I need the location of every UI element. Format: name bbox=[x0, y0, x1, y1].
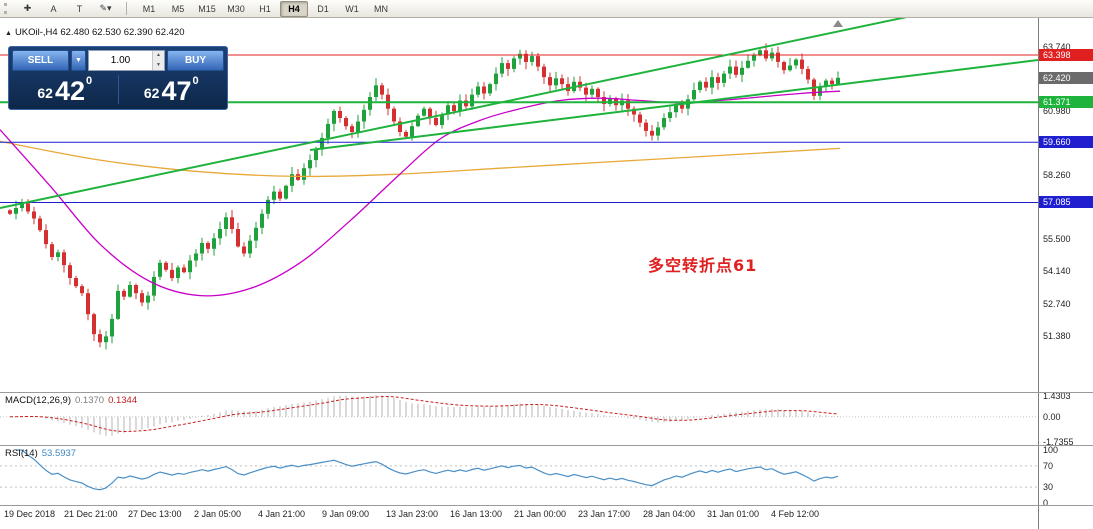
sell-button[interactable]: SELL bbox=[12, 50, 69, 71]
price-divider bbox=[117, 75, 119, 104]
time-axis-label: 28 Jan 04:00 bbox=[643, 509, 696, 519]
lot-size-input[interactable] bbox=[89, 51, 152, 70]
time-axis-label: 4 Jan 21:00 bbox=[258, 509, 306, 519]
tool-text-annotation-button[interactable]: A bbox=[50, 3, 57, 14]
buy-price-sup: 0 bbox=[192, 75, 199, 87]
timeframe-m15-button[interactable]: M15 bbox=[198, 3, 216, 14]
buy-price-big: 62 bbox=[143, 85, 160, 101]
timeframe-w1-button[interactable]: W1 bbox=[345, 3, 359, 14]
rsi-scale-label: 70 bbox=[1043, 461, 1054, 471]
time-axis-label: 19 Dec 2018 bbox=[4, 509, 56, 519]
price-tick-label: 51.380 bbox=[1043, 331, 1071, 341]
chart-annotation: 多空转折点61 bbox=[648, 256, 758, 275]
time-axis-separator bbox=[0, 505, 1093, 506]
price-badge: 57.085 bbox=[1039, 196, 1093, 208]
macd-name: MACD(12,26,9) bbox=[5, 395, 71, 406]
time-axis-label: 16 Jan 13:00 bbox=[450, 509, 503, 519]
timeframes-group: M1 M5 M15 M30 H1 H4 D1 W1 MN bbox=[135, 0, 395, 17]
sell-price-big: 62 bbox=[37, 85, 53, 101]
time-axis-label: 13 Jan 23:00 bbox=[386, 509, 439, 519]
lot-size-field: ▲ ▼ bbox=[88, 50, 165, 71]
macd-scale-label: 0.00 bbox=[1043, 412, 1061, 422]
rsi-label: RSI(14) 53.5937 bbox=[5, 448, 76, 459]
buy-button[interactable]: BUY bbox=[167, 50, 224, 71]
price-badge: 62.420 bbox=[1039, 72, 1093, 84]
rsi-name: RSI(14) bbox=[5, 448, 38, 459]
time-axis-label: 21 Jan 00:00 bbox=[514, 509, 567, 519]
lot-spinner: ▲ ▼ bbox=[152, 51, 164, 70]
one-click-trade-panel: SELL ▼ ▲ ▼ BUY 62 42 0 62 47 0 bbox=[8, 46, 228, 110]
rsi-value: 53.5937 bbox=[41, 448, 77, 459]
timeframe-d1-button[interactable]: D1 bbox=[317, 3, 329, 14]
timeframe-m5-button[interactable]: M5 bbox=[171, 3, 185, 14]
time-axis-label: 23 Jan 17:00 bbox=[578, 509, 631, 519]
price-badge: 61.371 bbox=[1039, 96, 1093, 108]
time-axis-label: 9 Jan 09:00 bbox=[322, 509, 370, 519]
timeframe-h4-button[interactable]: H4 bbox=[280, 0, 308, 17]
sell-price-display[interactable]: 62 42 0 bbox=[12, 73, 118, 106]
time-axis-label: 2 Jan 05:00 bbox=[194, 509, 242, 519]
lot-decrease-button[interactable]: ▼ bbox=[153, 60, 164, 70]
panel-separator-rsi[interactable] bbox=[0, 445, 1093, 446]
rsi-scale-label: 0 bbox=[1043, 498, 1049, 508]
price-tick-label: 60.980 bbox=[1043, 106, 1071, 116]
tool-text-label-button[interactable]: T bbox=[76, 3, 83, 14]
macd-scale-label: -1.7355 bbox=[1043, 437, 1074, 447]
price-tick-label: 55.500 bbox=[1043, 234, 1071, 244]
time-axis-label: 27 Dec 13:00 bbox=[128, 509, 182, 519]
trade-settings-dropdown[interactable]: ▼ bbox=[71, 50, 86, 71]
time-axis-label: 4 Feb 12:00 bbox=[771, 509, 820, 519]
time-axis[interactable]: 19 Dec 2018 21 Dec 21:00 27 Dec 13:00 2 Jan… bbox=[0, 507, 1038, 521]
timeframe-m30-button[interactable]: M30 bbox=[227, 3, 245, 14]
macd-label: MACD(12,26,9) 0.1370 0.1344 bbox=[5, 395, 137, 406]
chevron-down-icon: ▼ bbox=[75, 57, 82, 64]
tool-crosshair-button[interactable]: ✚ bbox=[23, 3, 32, 13]
price-badge: 59.660 bbox=[1039, 136, 1093, 148]
timeframe-m1-button[interactable]: M1 bbox=[142, 3, 156, 14]
price-axis[interactable]: 63.740 60.980 58.260 55.500 54.140 52.740 51.3… bbox=[1038, 18, 1093, 529]
buy-price-pips: 47 bbox=[161, 76, 192, 107]
price-badge: 63.398 bbox=[1039, 49, 1093, 61]
sell-price-sup: 0 bbox=[86, 75, 93, 87]
price-tick-label: 58.260 bbox=[1043, 170, 1071, 180]
macd-scale-label: 1.4303 bbox=[1043, 391, 1071, 401]
sell-price-pips: 42 bbox=[54, 76, 85, 107]
chart-title: ▲ UKOil-,H4 62.480 62.530 62.390 62.420 bbox=[5, 27, 184, 38]
timeframe-h1-button[interactable]: H1 bbox=[259, 3, 271, 14]
rsi-scale-label: 30 bbox=[1043, 482, 1054, 492]
rsi-scale-label: 100 bbox=[1043, 445, 1059, 455]
drawing-tools-group: ✚ A T ✎▾ bbox=[15, 1, 118, 17]
time-axis-label: 31 Jan 01:00 bbox=[707, 509, 760, 519]
toolbar-separator bbox=[126, 2, 127, 15]
chart-title-text: UKOil-,H4 62.480 62.530 62.390 62.420 bbox=[14, 27, 185, 38]
toolbar-grip[interactable] bbox=[4, 3, 10, 14]
panel-separator-macd[interactable] bbox=[0, 392, 1093, 393]
top-toolbar: ✚ A T ✎▾ M1 M5 M15 M30 H1 H4 D1 W1 MN bbox=[0, 0, 1093, 18]
macd-value-signal: 0.1344 bbox=[108, 395, 138, 406]
price-tick-label: 54.140 bbox=[1043, 266, 1071, 276]
price-tick-label: 52.740 bbox=[1043, 299, 1071, 309]
collapse-triangle-icon[interactable]: ▲ bbox=[5, 30, 12, 37]
tool-draw-objects-button[interactable]: ✎▾ bbox=[99, 3, 112, 13]
buy-price-display[interactable]: 62 47 0 bbox=[119, 73, 225, 106]
chart-area: ▲ UKOil-,H4 62.480 62.530 62.390 62.420 S… bbox=[0, 18, 1038, 529]
macd-value-main: 0.1370 bbox=[75, 395, 105, 406]
timeframe-mn-button[interactable]: MN bbox=[374, 3, 388, 14]
price-tick-label: 63.740 bbox=[1043, 42, 1071, 52]
time-axis-label: 21 Dec 21:00 bbox=[64, 509, 118, 519]
lot-increase-button[interactable]: ▲ bbox=[153, 51, 164, 61]
